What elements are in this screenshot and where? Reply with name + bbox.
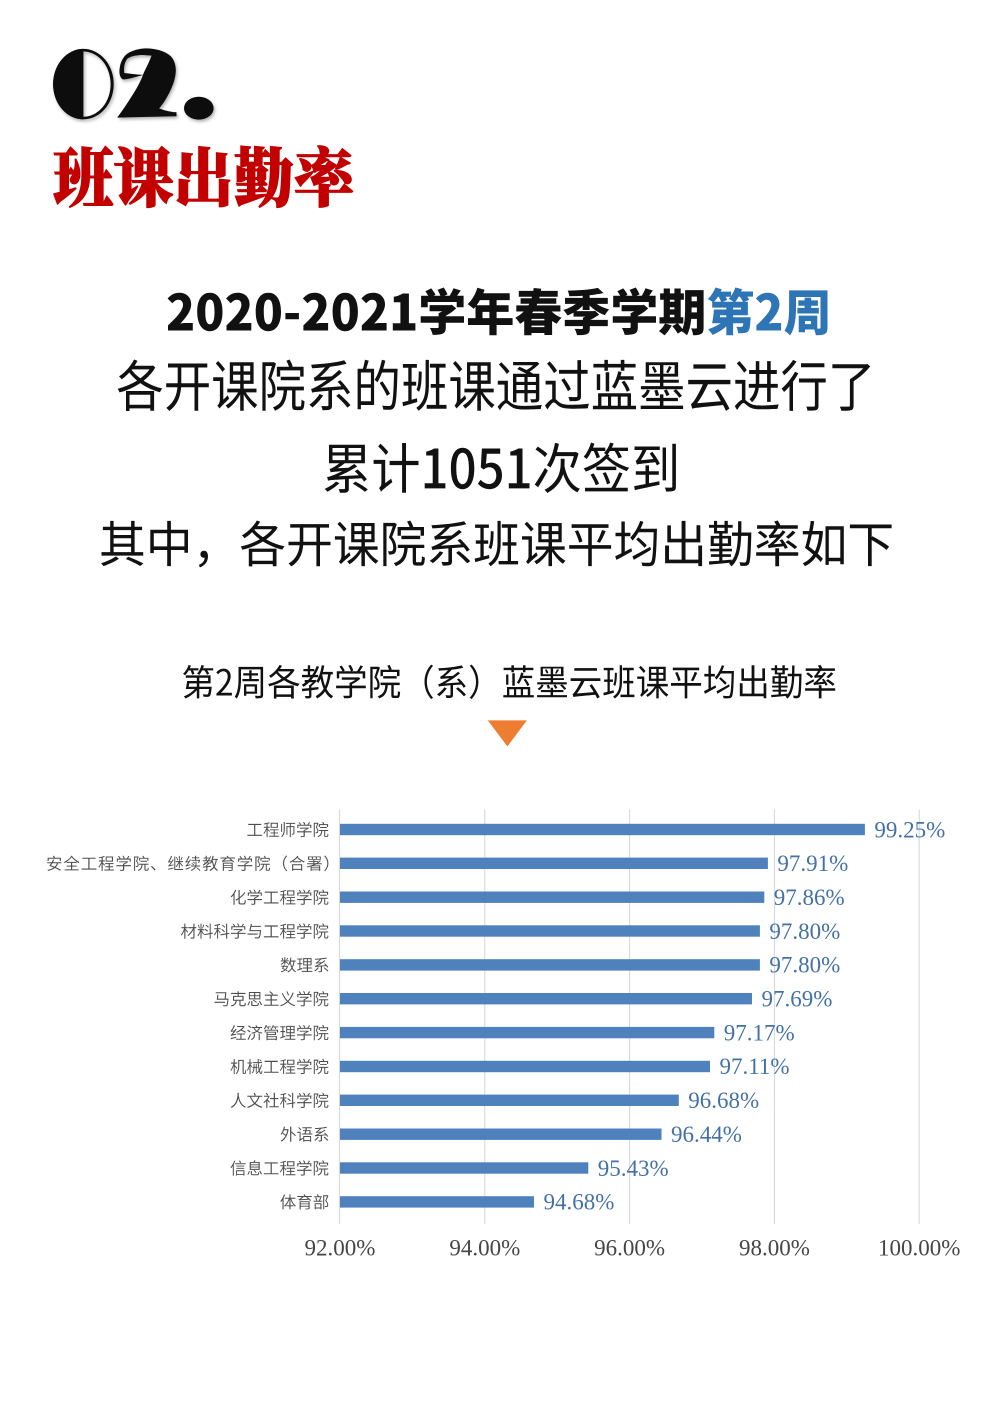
svg-text:94.68%: 94.68% <box>544 1190 615 1215</box>
svg-text:97.80%: 97.80% <box>769 953 840 978</box>
svg-text:95.43%: 95.43% <box>598 1156 669 1181</box>
svg-text:97.17%: 97.17% <box>724 1020 795 1045</box>
svg-text:97.86%: 97.86% <box>774 885 845 910</box>
svg-text:98.00%: 98.00% <box>739 1235 810 1260</box>
svg-text:100.00%: 100.00% <box>878 1235 960 1260</box>
svg-text:97.11%: 97.11% <box>720 1054 790 1079</box>
svg-text:97.69%: 97.69% <box>762 987 833 1012</box>
svg-text:97.80%: 97.80% <box>769 919 840 944</box>
svg-text:96.68%: 96.68% <box>688 1088 759 1113</box>
svg-text:99.25%: 99.25% <box>874 817 945 842</box>
svg-text:96.00%: 96.00% <box>594 1235 665 1260</box>
svg-text:94.00%: 94.00% <box>449 1235 520 1260</box>
svg-text:92.00%: 92.00% <box>305 1235 376 1260</box>
svg-text:96.44%: 96.44% <box>671 1122 742 1147</box>
svg-text:97.91%: 97.91% <box>777 851 848 876</box>
